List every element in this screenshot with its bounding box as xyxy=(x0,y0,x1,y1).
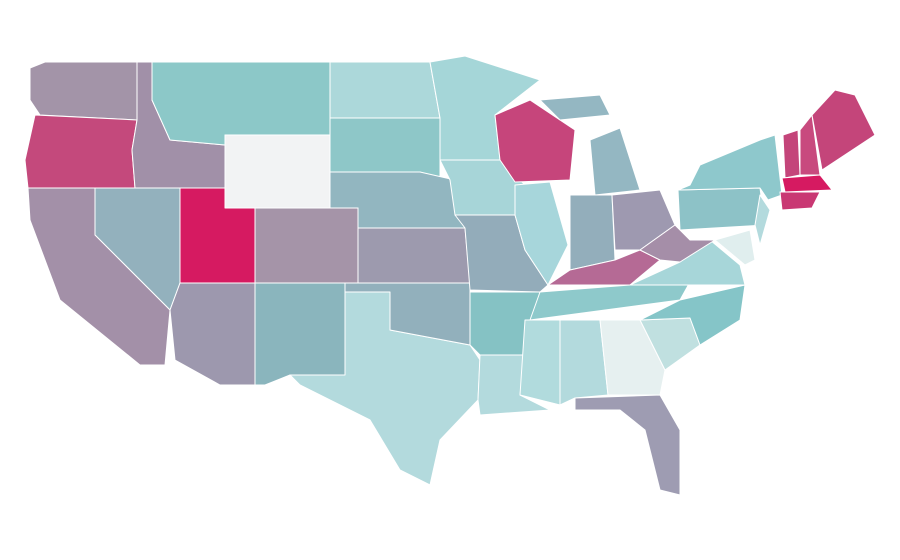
region xyxy=(27,187,171,366)
region xyxy=(639,224,716,263)
region xyxy=(329,61,441,119)
region xyxy=(529,281,691,321)
region xyxy=(574,394,681,496)
region xyxy=(782,129,801,179)
region xyxy=(329,117,441,181)
region xyxy=(639,284,746,346)
region xyxy=(811,89,876,171)
region xyxy=(781,174,833,193)
region xyxy=(714,229,756,266)
region xyxy=(589,127,641,196)
region xyxy=(169,282,256,386)
region xyxy=(677,187,766,231)
region xyxy=(224,134,331,209)
region xyxy=(779,191,821,211)
region xyxy=(559,319,609,406)
region xyxy=(569,194,616,271)
region xyxy=(151,61,331,146)
region xyxy=(539,94,611,121)
region xyxy=(254,282,346,386)
region xyxy=(629,239,746,286)
region xyxy=(494,99,576,183)
region xyxy=(254,207,359,284)
region xyxy=(519,319,561,406)
region xyxy=(24,114,138,189)
region xyxy=(599,319,666,396)
region xyxy=(29,61,138,121)
region xyxy=(357,227,471,284)
region xyxy=(754,194,771,246)
